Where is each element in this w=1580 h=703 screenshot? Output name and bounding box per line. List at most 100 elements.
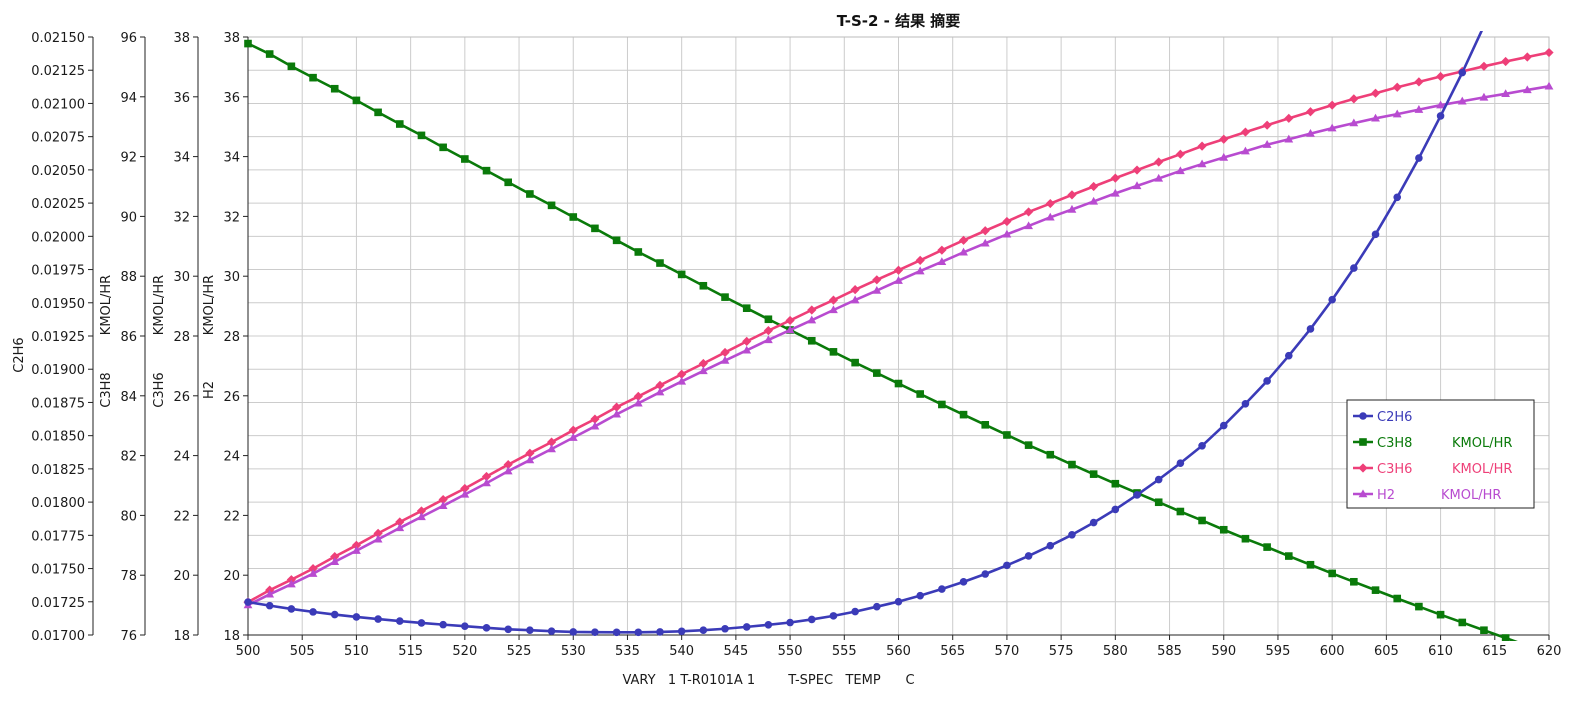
- data-point: [1197, 159, 1207, 168]
- y-tick-label: 38: [223, 31, 240, 46]
- x-tick-label: 560: [886, 644, 911, 659]
- y-tick-label: 0.02075: [31, 131, 85, 146]
- legend-marker: [1359, 412, 1367, 420]
- data-point: [286, 579, 296, 588]
- y-axis-label: C3H8: [99, 372, 114, 407]
- data-point: [677, 270, 686, 279]
- data-point: [1284, 134, 1294, 143]
- x-tick-label: 610: [1428, 644, 1453, 659]
- data-point: [546, 437, 557, 447]
- data-point: [1458, 618, 1467, 627]
- legend-marker: [1358, 463, 1368, 473]
- data-point: [1414, 77, 1424, 87]
- data-point: [1522, 85, 1532, 94]
- data-point: [850, 285, 860, 295]
- data-point: [352, 613, 361, 621]
- data-point: [352, 546, 361, 554]
- x-tick-label: 595: [1266, 644, 1291, 659]
- data-point: [742, 623, 751, 631]
- data-point: [829, 305, 838, 314]
- data-point: [742, 304, 751, 312]
- data-point: [698, 358, 708, 369]
- y-tick-label: 0.02000: [31, 230, 85, 245]
- data-point: [1154, 157, 1164, 167]
- data-point: [482, 478, 491, 487]
- data-point: [1435, 71, 1446, 82]
- y-tick-label: 86: [120, 330, 137, 345]
- data-point: [1305, 107, 1316, 117]
- y-tick-label: 24: [173, 450, 190, 465]
- data-point: [1154, 475, 1163, 484]
- x-tick-label: 505: [290, 644, 315, 659]
- x-tick-label: 515: [398, 644, 423, 659]
- data-point: [1089, 181, 1099, 192]
- data-point: [828, 295, 839, 305]
- data-point: [612, 628, 621, 637]
- y-axis-unit-label: KMOL/HR: [202, 275, 217, 335]
- data-point: [634, 628, 643, 637]
- data-point: [1003, 431, 1011, 439]
- legend-item-c3h6[interactable]: C3H6 KMOL/HR: [1353, 462, 1512, 477]
- data-point: [417, 619, 426, 627]
- data-point: [439, 143, 447, 152]
- y-tick-label: 0.02150: [31, 31, 85, 46]
- data-point: [612, 409, 622, 418]
- data-point: [893, 265, 904, 275]
- y-tick-label: 88: [120, 270, 137, 285]
- data-point: [1024, 221, 1033, 230]
- data-point: [1327, 123, 1337, 132]
- data-point: [1132, 181, 1142, 190]
- y-tick-label: 0.02125: [31, 64, 85, 79]
- legend-label: C2H6: [1377, 410, 1412, 425]
- data-point: [1350, 264, 1358, 272]
- y-tick-label: 22: [173, 509, 190, 524]
- y-tick-label: 0.01975: [31, 264, 85, 279]
- data-point: [547, 444, 556, 453]
- x-tick-label: 570: [995, 644, 1020, 659]
- data-point: [590, 414, 600, 424]
- data-point: [244, 39, 252, 48]
- y-tick-label: 0.01900: [31, 363, 85, 378]
- data-point: [1176, 507, 1185, 516]
- data-point: [547, 627, 556, 635]
- legend[interactable]: C2H6 C3H8 KMOL/HR C3H6 KMOL/HR H2 KMOL/HR: [1346, 399, 1535, 509]
- data-point: [330, 557, 340, 565]
- y-tick-label: 30: [223, 270, 240, 285]
- x-tick-label: 605: [1374, 644, 1399, 659]
- y-tick-label: 32: [173, 210, 190, 225]
- y-tick-label: 76: [120, 629, 137, 644]
- data-point: [265, 589, 275, 598]
- y-tick-label: 0.01725: [31, 596, 85, 611]
- data-point: [698, 366, 708, 375]
- data-point: [1436, 610, 1445, 619]
- legend-item-c2h6[interactable]: C2H6: [1353, 410, 1412, 425]
- x-tick-label: 585: [1157, 644, 1182, 659]
- legend-unit: KMOL/HR: [1441, 488, 1501, 503]
- y-tick-label: 28: [173, 330, 190, 345]
- data-point: [764, 315, 773, 324]
- y-tick-label: 84: [120, 390, 137, 405]
- y-tick-label: 0.01800: [31, 496, 85, 511]
- x-tick-label: 540: [669, 644, 694, 659]
- data-point: [1154, 498, 1163, 507]
- data-point: [1067, 204, 1077, 213]
- series-c2h6: [244, 31, 1483, 637]
- data-point: [1306, 325, 1315, 333]
- data-point: [481, 471, 492, 482]
- data-point: [330, 552, 340, 562]
- data-point: [1111, 505, 1120, 514]
- data-point: [1544, 81, 1554, 90]
- legend-item-c3h8[interactable]: C3H8 KMOL/HR: [1353, 436, 1512, 451]
- data-point: [938, 400, 946, 409]
- x-tick-label: 520: [452, 644, 477, 659]
- y-tick-label: 0.02050: [31, 164, 85, 179]
- data-point: [937, 257, 947, 266]
- data-point: [1306, 560, 1315, 569]
- legend-item-h2[interactable]: H2 KMOL/HR: [1353, 488, 1501, 503]
- data-point: [786, 618, 794, 627]
- data-point: [1002, 216, 1012, 227]
- data-point: [265, 601, 274, 610]
- y-tick-label: 0.01925: [31, 330, 85, 345]
- data-point: [721, 293, 729, 301]
